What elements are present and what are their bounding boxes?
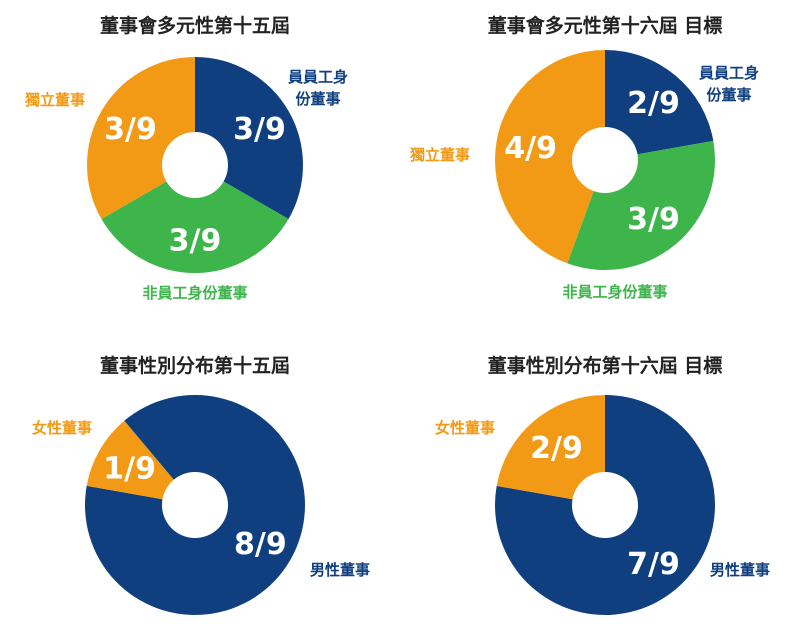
donut-hole [162, 472, 228, 538]
chart-title: 董事性別分布第十六屆 目標 [488, 354, 723, 377]
slice-value-label: 8/9 [234, 527, 287, 562]
category-label: 女性董事 [32, 419, 92, 437]
donut-hole [572, 472, 638, 538]
chart-title: 董事性別分布第十五屆 [100, 354, 290, 377]
chart-title: 董事會多元性第十五屆 [100, 14, 290, 37]
pie-slice-3 [494, 50, 605, 264]
pie-slice-2 [101, 165, 289, 273]
slice-value-label: 2/9 [627, 86, 680, 121]
slice-value-label: 3/9 [627, 202, 680, 237]
category-label: 員員工身份董事 [287, 68, 348, 108]
category-label: 非員工身份董事 [562, 283, 667, 301]
category-label: 男性董事 [310, 561, 370, 579]
category-label: 員員工身份董事 [698, 64, 759, 104]
donut-chart-4: 董事性別分布第十六屆 目標 7/9 2/9 男性董事 女性董事 [435, 354, 770, 615]
donut-hole [572, 127, 638, 193]
chart-title: 董事會多元性第十六屆 目標 [488, 14, 723, 37]
category-label: 非員工身份董事 [142, 284, 247, 302]
category-label: 獨立董事 [24, 91, 85, 109]
slice-value-label: 3/9 [104, 112, 157, 147]
slice-value-label: 1/9 [103, 451, 156, 486]
pie-slice-1 [605, 50, 714, 160]
slice-value-label: 7/9 [627, 547, 680, 582]
slice-value-label: 3/9 [233, 112, 286, 147]
donut-chart-3: 董事性別分布第十五屆 8/9 1/9 男性董事 女性董事 [32, 354, 370, 616]
pie-slice-2 [86, 420, 195, 505]
slice-value-label: 2/9 [530, 431, 583, 466]
category-label: 男性董事 [710, 561, 770, 579]
slice-value-label: 4/9 [504, 131, 557, 166]
pie-slice-2 [496, 395, 605, 505]
slice-value-label: 3/9 [169, 224, 222, 259]
category-label: 獨立董事 [409, 146, 470, 164]
category-label: 女性董事 [435, 419, 495, 437]
donut-hole [162, 132, 228, 198]
